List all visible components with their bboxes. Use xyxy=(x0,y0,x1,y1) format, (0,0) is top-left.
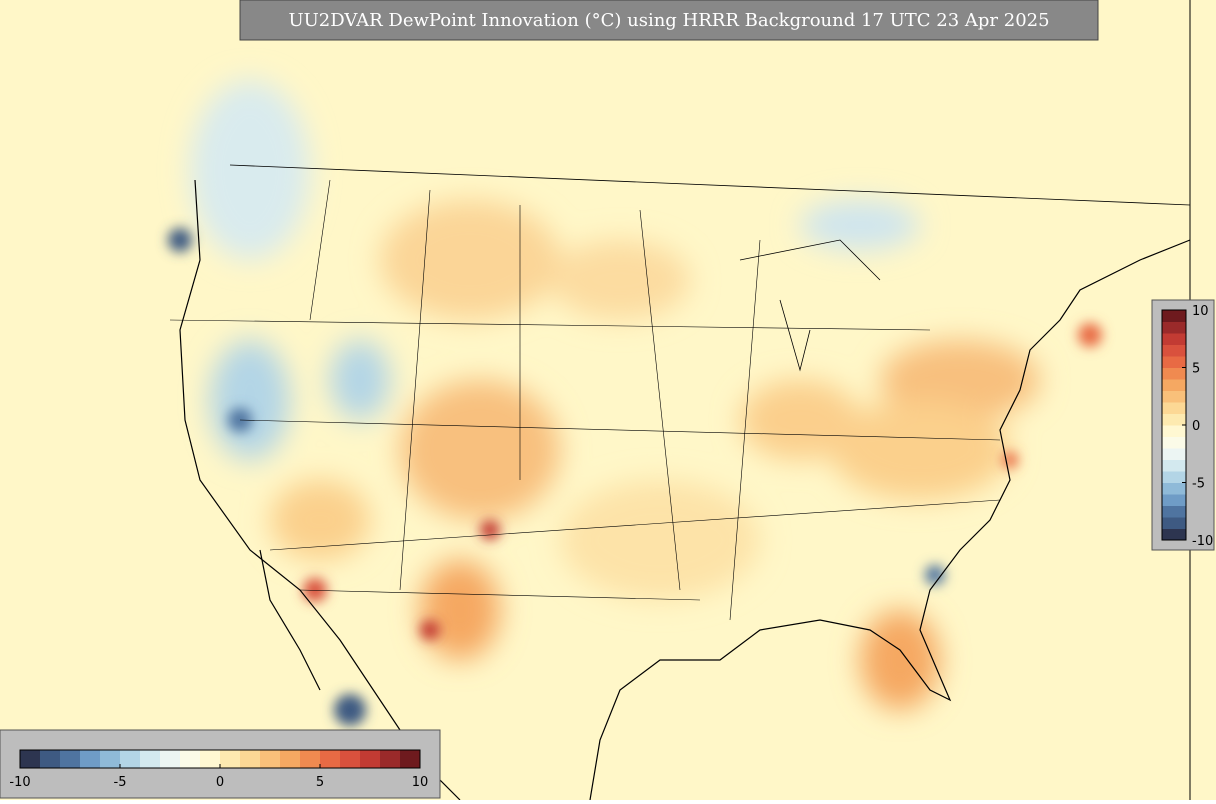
title-box xyxy=(239,0,1099,41)
colorbar-segment xyxy=(1162,310,1186,322)
colorbar-segment xyxy=(20,750,41,768)
colorbar-segment xyxy=(1162,459,1186,472)
colorbar-tick-label: 0 xyxy=(216,775,224,790)
colorbar-segment xyxy=(1162,379,1186,391)
colorbar-segment xyxy=(140,750,161,768)
colorbar-segment xyxy=(1162,448,1186,460)
colorbar-segment xyxy=(320,750,341,768)
colorbar-segment xyxy=(1162,367,1186,380)
colorbar-tick-label: -5 xyxy=(114,775,127,790)
colorbar-tick-label: 10 xyxy=(412,775,429,790)
colorbar-segment xyxy=(240,750,261,768)
colorbar-segment xyxy=(1162,402,1186,414)
colorbar-tick-label: -10 xyxy=(9,775,30,790)
colorbar-segment xyxy=(1162,425,1186,437)
colorbar-segment xyxy=(80,750,101,768)
colorbar-segment xyxy=(1162,333,1186,345)
colorbar-segment xyxy=(1162,390,1186,403)
colorbar-segment xyxy=(200,750,221,768)
colorbar-segment xyxy=(1162,494,1186,506)
colorbar-segment xyxy=(100,750,121,768)
colorbar-segment xyxy=(60,750,81,768)
colorbar-tick-label: -10 xyxy=(1192,534,1213,549)
colorbar-segment xyxy=(1162,356,1186,368)
colorbar-tick-label: 10 xyxy=(1192,304,1209,319)
colorbar-tick-label: 5 xyxy=(1192,362,1200,377)
colorbar-segment xyxy=(260,750,281,768)
colorbar-segment xyxy=(160,750,181,768)
colorbar-segment xyxy=(180,750,201,768)
colorbar-tick-label: -5 xyxy=(1192,477,1205,492)
colorbar-segment xyxy=(400,750,421,768)
colorbar-segment xyxy=(340,750,361,768)
colorbar-segment xyxy=(1162,528,1186,541)
colorbar-segment xyxy=(220,750,241,768)
colorbar-segment xyxy=(300,750,321,768)
colorbar-segment xyxy=(1162,505,1186,518)
colorbar-segment xyxy=(280,750,301,768)
colorbar-segment xyxy=(1162,344,1186,357)
colorbar-segment xyxy=(1162,471,1186,483)
colorbar-segment xyxy=(380,750,401,768)
colorbar-tick-label: 5 xyxy=(316,775,324,790)
colorbar-segment xyxy=(1162,482,1186,495)
innovation-field xyxy=(190,80,1040,710)
colorbar-segment xyxy=(1162,413,1186,426)
map-title: UU2DVAR DewPoint Innovation (°C) using H… xyxy=(288,10,1049,31)
colorbar-segment xyxy=(1162,321,1186,334)
colorbar-segment xyxy=(1162,436,1186,449)
colorbar-segment xyxy=(40,750,61,768)
colorbar-segment xyxy=(120,750,141,768)
colorbar-segment xyxy=(1162,517,1186,529)
colorbar-segment xyxy=(360,750,381,768)
colorbar-tick-label: 0 xyxy=(1192,419,1200,434)
